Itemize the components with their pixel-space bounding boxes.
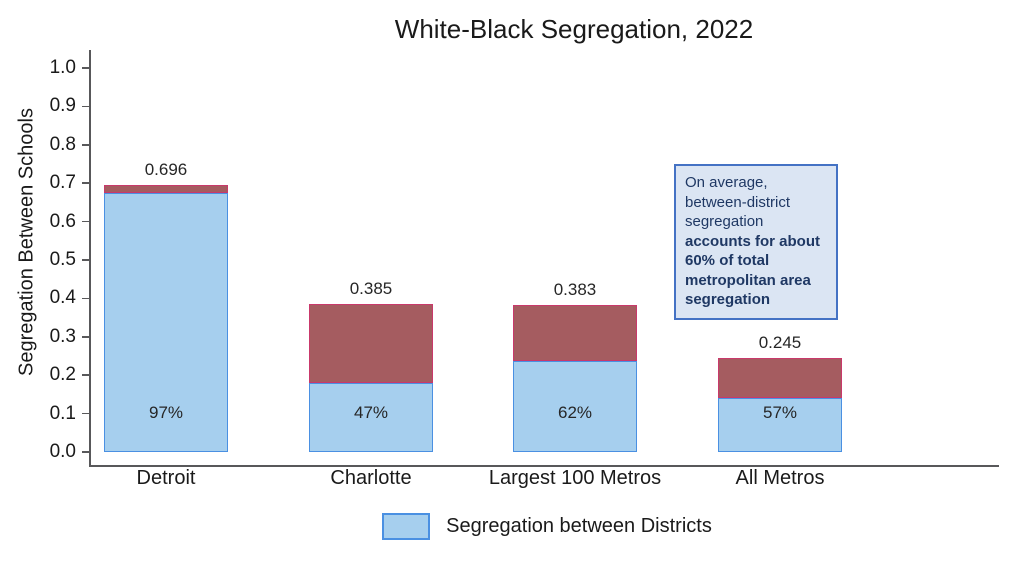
x-category-label-charlotte: Charlotte [330, 467, 412, 489]
legend: Segregation between Districts [74, 513, 1020, 540]
bar-total-label: 0.383 [553, 279, 597, 299]
chart-title: White-Black Segregation, 2022 [394, 14, 754, 44]
bar-district-pct-label: 57% [762, 403, 798, 422]
plot-area: 0.0 0.1 0.2 0.3 0.4 0.5 0.6 0.7 0.8 0.9 1.0 0.696 97… [50, 57, 999, 489]
y-tick-label-0.8: 0.8 [49, 133, 76, 155]
y-tick-mark-0.8 [82, 144, 90, 146]
bar-segment-districts [718, 398, 842, 452]
x-category-label-largest-100-metros: Largest 100 Metros [488, 467, 662, 489]
bar-district-pct-label: 97% [148, 403, 184, 422]
bar-segment-districts [104, 192, 228, 452]
bar-segment-remainder [718, 357, 842, 399]
bar-segment-remainder [513, 304, 637, 361]
y-tick-mark-0.1 [82, 412, 90, 415]
x-category-label-all-metros: All Metros [735, 467, 825, 489]
y-tick-mark-0.7 [82, 182, 90, 184]
x-axis-line [89, 465, 999, 467]
y-tick-label-0.6: 0.6 [49, 210, 76, 232]
y-tick-label-0.1: 0.1 [49, 402, 76, 424]
annotation-box: On average, between-district segregation… [674, 164, 838, 320]
y-tick-label-0.5: 0.5 [49, 249, 76, 270]
annotation-text-normal: On average, between-district segregation [685, 174, 791, 230]
legend-swatch-districts [382, 513, 431, 540]
y-tick-mark-0.9 [82, 105, 90, 108]
bar-district-pct-label: 47% [353, 403, 389, 422]
bar-total-label: 0.245 [758, 332, 802, 352]
bar-all-metros: 0.245 57% All Metros [718, 68, 842, 489]
bar-largest-100-metros: 0.383 62% Largest 100 Metros [489, 68, 661, 489]
y-tick-label-1.0: 1.0 [49, 57, 76, 78]
y-tick-label-0.7: 0.7 [49, 172, 76, 194]
y-tick-label-0.0: 0.0 [49, 441, 76, 462]
annotation-text-bold: accounts for about 60% of total metropol… [685, 232, 821, 309]
y-tick-mark-0.0 [82, 451, 90, 453]
x-category-label-detroit: Detroit [136, 467, 196, 489]
bar-detroit: 0.696 97% Detroit [104, 68, 228, 489]
bar-segment-districts [309, 382, 433, 452]
y-tick-label-0.2: 0.2 [49, 364, 76, 386]
bar-segment-districts [513, 361, 637, 452]
bar-segment-remainder [309, 304, 433, 383]
y-tick-label-0.4: 0.4 [49, 287, 76, 309]
y-tick-mark-1.0 [82, 67, 90, 69]
bar-charlotte: 0.385 47% Charlotte [309, 68, 433, 489]
bar-total-label: 0.696 [144, 159, 188, 179]
y-tick-label-0.9: 0.9 [49, 95, 76, 117]
y-tick-mark-0.6 [82, 220, 90, 223]
y-tick-mark-0.2 [82, 374, 90, 376]
y-axis-line [89, 50, 91, 467]
y-tick-label-0.3: 0.3 [49, 325, 76, 347]
bar-district-pct-label: 62% [557, 403, 593, 422]
bar-total-label: 0.385 [349, 279, 393, 299]
y-tick-mark-0.5 [82, 259, 90, 261]
bar-segment-remainder [104, 184, 228, 193]
y-tick-mark-0.3 [82, 336, 90, 338]
y-tick-mark-0.4 [82, 297, 90, 300]
legend-label-districts: Segregation between Districts [446, 515, 712, 537]
